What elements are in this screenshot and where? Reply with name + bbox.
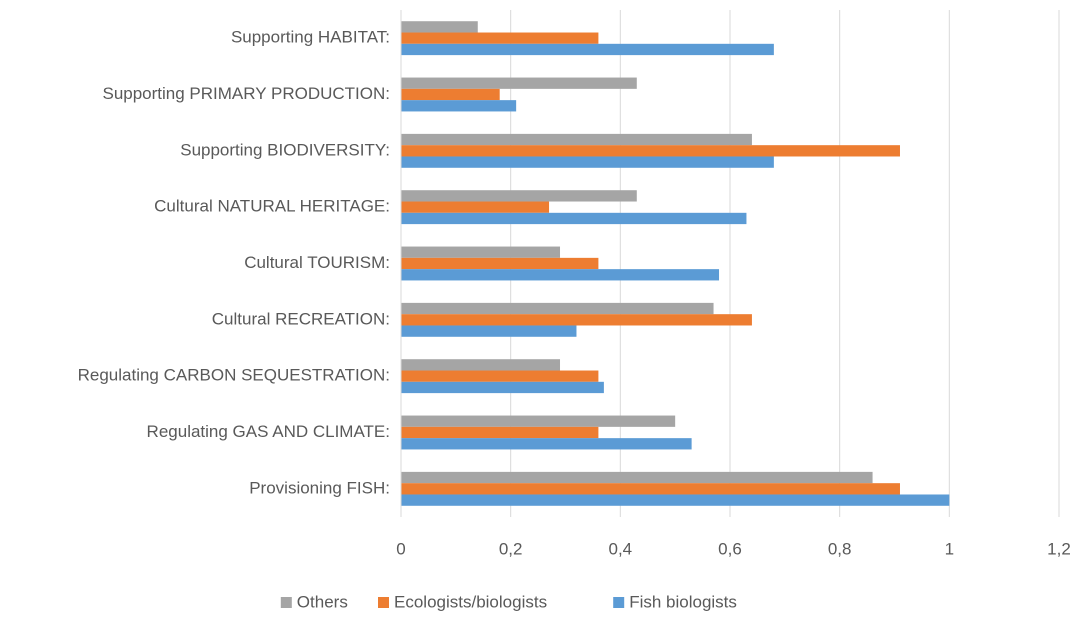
bar xyxy=(401,471,873,484)
legend-swatch xyxy=(280,597,292,608)
bar xyxy=(401,426,599,439)
x-tick-label: 0,2 xyxy=(499,539,523,558)
bar xyxy=(401,325,577,337)
legend-label: Ecologists/biologists xyxy=(394,592,547,611)
legend-swatch xyxy=(378,597,389,608)
bar xyxy=(401,246,561,258)
bar xyxy=(401,438,692,450)
y-tick-label: Cultural TOURISM: xyxy=(244,253,390,272)
bar xyxy=(401,133,752,146)
y-tick-label: Provisioning FISH: xyxy=(249,478,390,497)
y-tick-label: Regulating GAS AND CLIMATE: xyxy=(147,422,390,441)
bar xyxy=(401,381,604,394)
y-tick-label: Regulating CARBON SEQUESTRATION: xyxy=(78,366,390,385)
y-tick-label: Supporting HABITAT: xyxy=(231,28,390,47)
bar xyxy=(401,77,637,89)
bar xyxy=(401,415,676,427)
x-tick-label: 0,4 xyxy=(609,539,633,558)
legend-label: Fish biologists xyxy=(629,592,737,611)
bar xyxy=(401,494,950,506)
bar xyxy=(401,190,637,202)
bar xyxy=(401,314,752,326)
bar xyxy=(401,201,550,213)
bar xyxy=(401,43,774,56)
bar xyxy=(401,370,599,382)
bar xyxy=(401,32,599,44)
y-tick-label: Cultural RECREATION: xyxy=(212,309,390,328)
bar xyxy=(401,145,900,157)
bar xyxy=(401,212,747,225)
x-tick-label: 0,6 xyxy=(718,539,742,558)
bar xyxy=(401,100,517,112)
x-tick-label: 1,2 xyxy=(1047,539,1071,558)
bar xyxy=(401,302,714,315)
bar xyxy=(401,156,774,168)
bar xyxy=(401,483,900,495)
legend-swatch xyxy=(613,597,625,608)
bar xyxy=(401,359,561,371)
y-tick-label: Supporting BIODIVERSITY: xyxy=(180,140,390,159)
legend-label: Others xyxy=(297,592,348,611)
bar xyxy=(401,257,599,270)
bar xyxy=(401,269,720,281)
y-tick-label: Cultural NATURAL HERITAGE: xyxy=(154,197,390,216)
x-tick-label: 1 xyxy=(945,539,954,558)
y-tick-label: Supporting PRIMARY PRODUCTION: xyxy=(102,84,390,103)
x-tick-label: 0,8 xyxy=(828,539,852,558)
x-tick-label: 0 xyxy=(396,539,405,558)
bar xyxy=(401,88,500,101)
bar xyxy=(401,21,478,33)
